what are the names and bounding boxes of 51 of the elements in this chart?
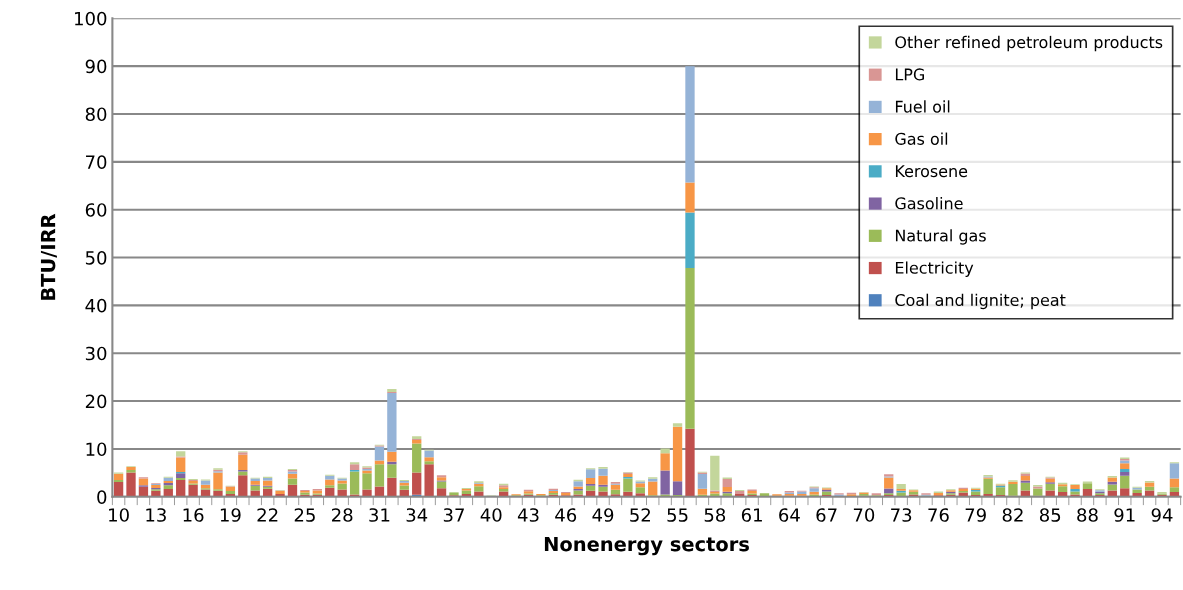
x-tick-label: 61 xyxy=(741,508,762,522)
x-tick-label: 52 xyxy=(630,508,650,522)
y-tick-label: 0 xyxy=(97,490,107,504)
y-tick-label: 40 xyxy=(85,298,107,313)
x-tick-label: 37 xyxy=(443,508,464,522)
x-tick-label: 31 xyxy=(369,508,390,522)
legend-label: Gasoline xyxy=(895,197,963,210)
legend-label: Coal and lignite; peat xyxy=(895,293,1066,310)
x-tick-label: 49 xyxy=(592,508,614,522)
y-tick-label: 10 xyxy=(86,442,107,457)
legend-label: Kerosene xyxy=(895,165,968,178)
x-tick-label: 10 xyxy=(109,508,129,522)
x-tick-label: 25 xyxy=(294,508,315,522)
x-tick-label: 67 xyxy=(816,508,837,522)
x-tick-label: 73 xyxy=(891,508,912,522)
y-tick-label: 100 xyxy=(75,11,107,26)
legend-label: Fuel oil xyxy=(895,100,950,113)
x-tick-label: 46 xyxy=(555,508,577,522)
x-tick-label: 85 xyxy=(1039,508,1061,522)
x-tick-label: 79 xyxy=(965,508,986,522)
x-tick-label: 16 xyxy=(183,508,204,522)
x-tick-label: 70 xyxy=(853,508,875,522)
x-tick-label: 82 xyxy=(1002,508,1023,522)
x-tick-label: 22 xyxy=(257,508,278,522)
y-axis-title: BTU/IRR xyxy=(40,213,57,300)
x-tick-label: 91 xyxy=(1114,508,1135,522)
x-tick-label: 94 xyxy=(1151,508,1173,522)
legend-label: Other refined petroleum products xyxy=(895,35,1163,52)
y-tick-label: 90 xyxy=(85,59,107,74)
x-tick-label: 88 xyxy=(1077,508,1098,522)
x-tick-label: 13 xyxy=(146,508,166,522)
x-tick-label: 76 xyxy=(928,508,949,522)
x-tick-label: 43 xyxy=(517,508,539,522)
legend-label: LPG xyxy=(895,68,924,81)
y-tick-label: 20 xyxy=(85,394,107,409)
x-tick-label: 40 xyxy=(480,508,502,522)
x-axis-title: Nonenergy sectors xyxy=(544,536,749,556)
y-tick-label: 70 xyxy=(86,155,107,169)
x-tick-label: 19 xyxy=(220,508,241,522)
y-tick-label: 50 xyxy=(85,250,107,265)
x-tick-label: 58 xyxy=(704,508,726,522)
x-tick-label: 28 xyxy=(332,508,353,522)
x-tick-label: 64 xyxy=(779,508,800,522)
x-tick-label: 34 xyxy=(406,508,428,522)
legend-label: Natural gas xyxy=(895,229,986,245)
y-tick-label: 80 xyxy=(85,107,107,122)
y-tick-label: 30 xyxy=(85,346,107,361)
x-tick-label: 55 xyxy=(667,508,688,522)
y-tick-label: 60 xyxy=(85,203,107,217)
legend-label: Gas oil xyxy=(895,132,948,145)
legend-label: Electricity xyxy=(895,261,974,277)
